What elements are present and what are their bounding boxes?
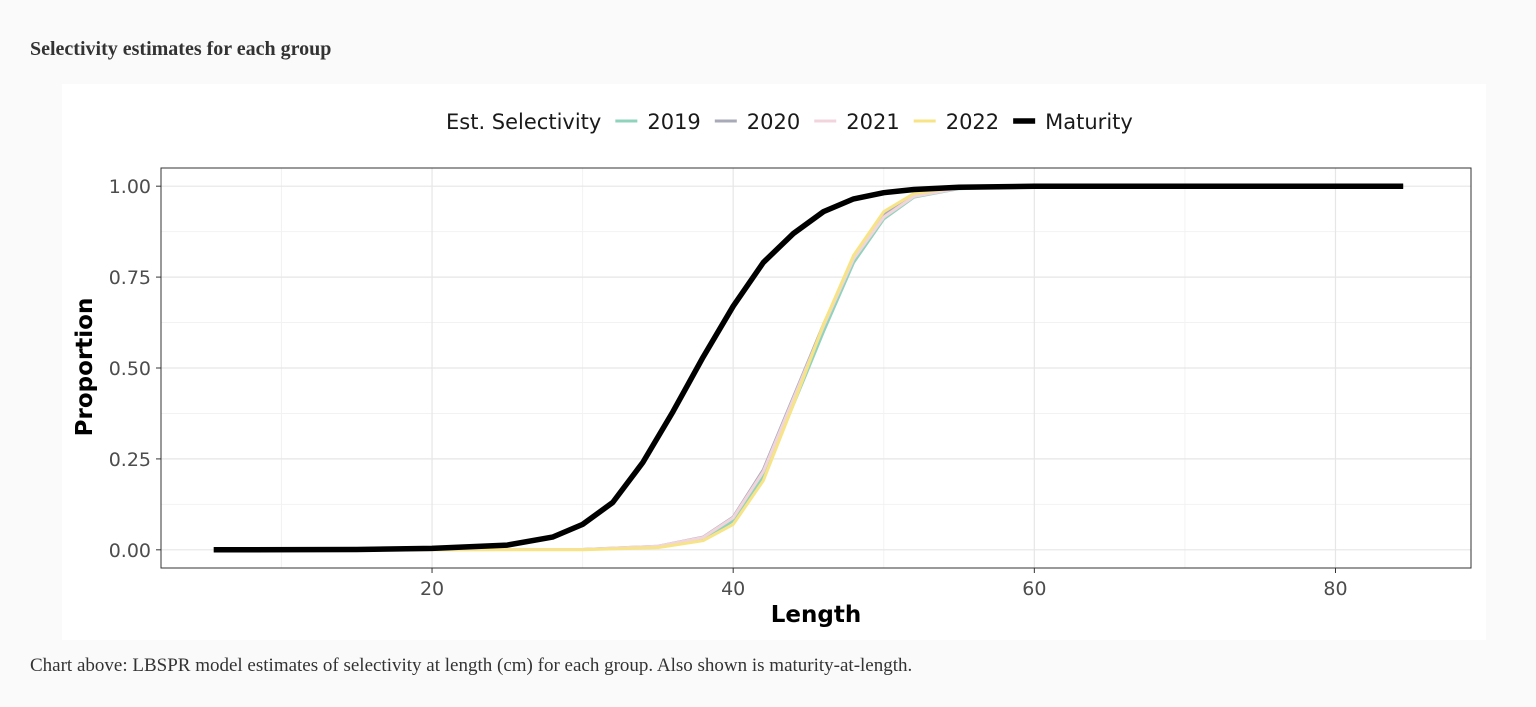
plot-area <box>160 167 1472 569</box>
y-tick-label: 1.00 <box>109 176 151 198</box>
legend-label-maturity: Maturity <box>1045 110 1133 134</box>
y-tick-label: 0.25 <box>109 449 151 471</box>
x-tick-label: 40 <box>721 578 745 600</box>
legend-label-2020: 2020 <box>747 110 800 134</box>
x-tick-label: 20 <box>420 578 444 600</box>
x-axis-title: Length <box>771 602 861 628</box>
series-line-maturity <box>213 183 1404 553</box>
y-tick-label: 0.75 <box>109 267 151 289</box>
legend-label-2021: 2021 <box>846 110 899 134</box>
legend-label-2022: 2022 <box>946 110 999 134</box>
chart-heading: Selectivity estimates for each group <box>30 38 332 60</box>
x-tick-label: 60 <box>1022 578 1046 600</box>
x-tick-label: 80 <box>1323 578 1347 600</box>
y-tick-label: 0.50 <box>109 358 151 380</box>
legend-label-2019: 2019 <box>647 110 700 134</box>
y-axis-title: Proportion <box>72 298 98 437</box>
legend-title: Est. Selectivity <box>446 110 601 134</box>
legend: Est. Selectivity 2019 2020 2021 2022 Maturit… <box>446 110 1133 134</box>
y-axis: 0.00 0.25 0.50 0.75 1.00 <box>109 176 161 562</box>
chart-caption: Chart above: LBSPR model estimates of se… <box>30 655 913 676</box>
chart-panel: Est. Selectivity 2019 2020 2021 2022 Maturit… <box>62 84 1486 640</box>
y-tick-label: 0.00 <box>109 540 151 562</box>
x-axis: 20 40 60 80 <box>420 568 1348 600</box>
selectivity-chart: Est. Selectivity 2019 2020 2021 2022 Maturit… <box>72 110 1472 628</box>
